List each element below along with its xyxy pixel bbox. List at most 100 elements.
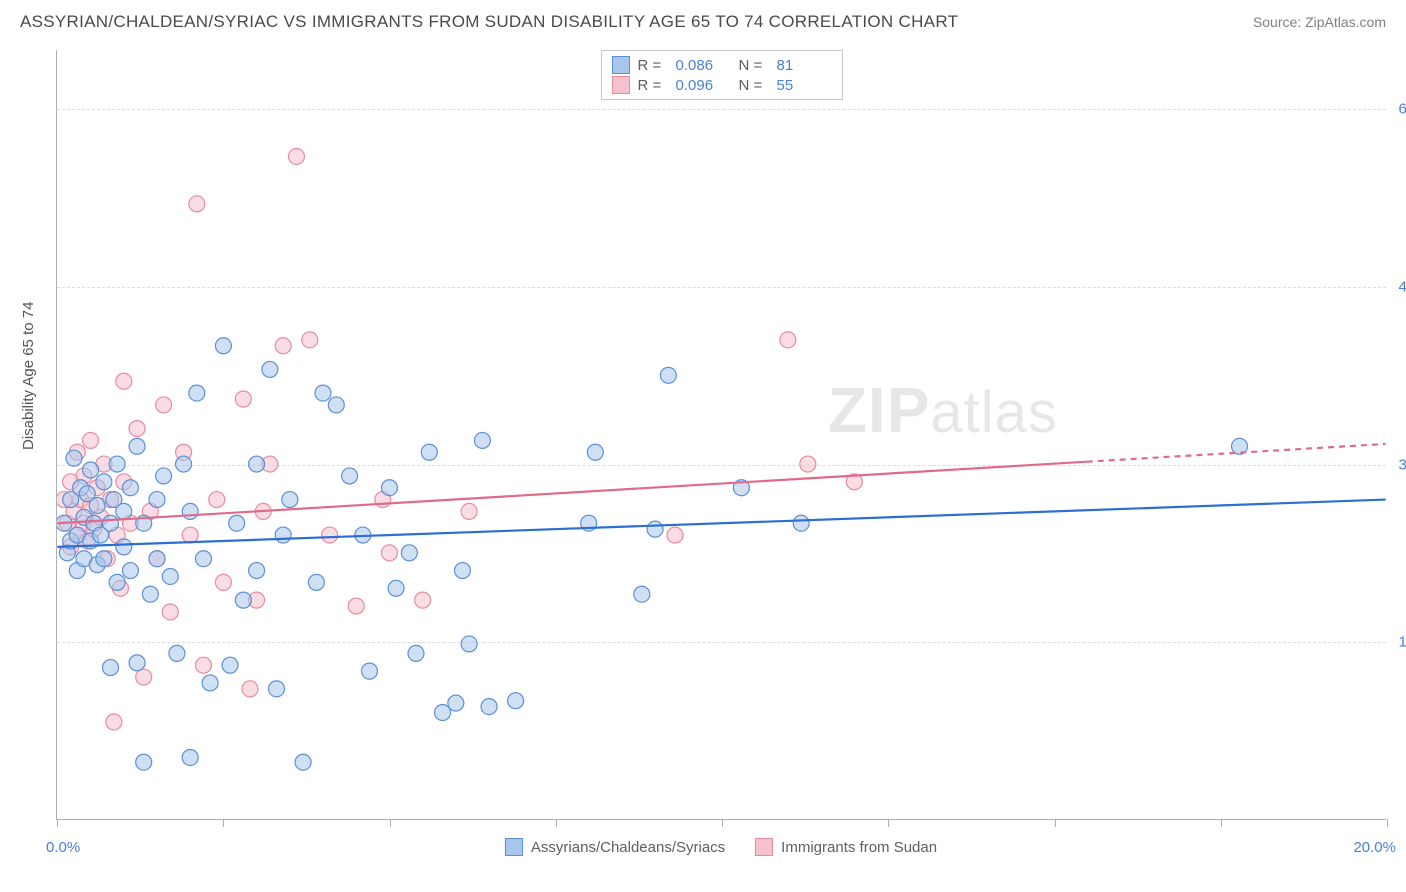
series-legend: Assyrians/Chaldeans/Syriacs Immigrants f…: [505, 838, 937, 856]
data-point: [448, 695, 464, 711]
plot-area: ZIPatlas R = 0.086 N = 81 R = 0.096 N = …: [56, 50, 1386, 820]
xtick: [1055, 819, 1056, 827]
xtick: [888, 819, 889, 827]
data-point: [322, 527, 338, 543]
data-point: [182, 503, 198, 519]
data-point: [647, 521, 663, 537]
data-point: [195, 551, 211, 567]
swatch-sudan-icon: [755, 838, 773, 856]
data-point: [315, 385, 331, 401]
data-point: [262, 361, 278, 377]
data-point: [308, 574, 324, 590]
data-point: [129, 421, 145, 437]
data-point: [83, 432, 99, 448]
xtick: [1221, 819, 1222, 827]
data-point: [136, 669, 152, 685]
swatch-sudan: [612, 76, 630, 94]
data-point: [156, 468, 172, 484]
data-point: [235, 592, 251, 608]
data-point: [122, 480, 138, 496]
data-point: [508, 693, 524, 709]
data-point: [793, 515, 809, 531]
chart-svg: [57, 50, 1386, 819]
data-point: [435, 705, 451, 721]
data-point: [302, 332, 318, 348]
data-point: [362, 663, 378, 679]
data-point: [295, 754, 311, 770]
data-point: [481, 699, 497, 715]
data-point: [454, 563, 470, 579]
data-point: [149, 492, 165, 508]
data-point: [275, 338, 291, 354]
data-point: [381, 545, 397, 561]
data-point: [162, 568, 178, 584]
chart-source: Source: ZipAtlas.com: [1253, 14, 1386, 30]
data-point: [169, 645, 185, 661]
xtick: [556, 819, 557, 827]
data-point: [282, 492, 298, 508]
data-point: [109, 574, 125, 590]
data-point: [401, 545, 417, 561]
data-point: [461, 636, 477, 652]
xtick: [390, 819, 391, 827]
xtick: [57, 819, 58, 827]
data-point: [106, 714, 122, 730]
data-point: [66, 450, 82, 466]
data-point: [249, 563, 265, 579]
xtick: [1387, 819, 1388, 827]
data-point: [116, 503, 132, 519]
legend-item-sudan: Immigrants from Sudan: [755, 838, 937, 856]
data-point: [667, 527, 683, 543]
data-point: [215, 574, 231, 590]
data-point: [149, 551, 165, 567]
ytick-label: 45.0%: [1398, 278, 1406, 295]
data-point: [660, 367, 676, 383]
data-point: [182, 527, 198, 543]
data-point: [116, 373, 132, 389]
data-point: [83, 462, 99, 478]
data-point: [342, 468, 358, 484]
data-point: [421, 444, 437, 460]
data-point: [229, 515, 245, 531]
x-end-label: 20.0%: [1353, 839, 1396, 856]
data-point: [96, 474, 112, 490]
data-point: [474, 432, 490, 448]
data-point: [249, 456, 265, 472]
data-point: [129, 438, 145, 454]
data-point: [275, 527, 291, 543]
data-point: [202, 675, 218, 691]
xtick: [722, 819, 723, 827]
data-point: [89, 497, 105, 513]
data-point: [461, 503, 477, 519]
data-point: [116, 539, 132, 555]
data-point: [142, 586, 158, 602]
ytick-label: 15.0%: [1398, 634, 1406, 651]
data-point: [215, 338, 231, 354]
data-point: [189, 385, 205, 401]
ytick-label: 30.0%: [1398, 456, 1406, 473]
data-point: [415, 592, 431, 608]
plot-container: ZIPatlas R = 0.086 N = 81 R = 0.096 N = …: [56, 50, 1386, 820]
swatch-assyrians-icon: [505, 838, 523, 856]
data-point: [348, 598, 364, 614]
chart-title: ASSYRIAN/CHALDEAN/SYRIAC VS IMMIGRANTS F…: [20, 12, 958, 32]
xtick: [223, 819, 224, 827]
data-point: [288, 148, 304, 164]
swatch-assyrians: [612, 56, 630, 74]
data-point: [103, 515, 119, 531]
data-point: [209, 492, 225, 508]
data-point: [242, 681, 258, 697]
data-point: [136, 754, 152, 770]
chart-header: ASSYRIAN/CHALDEAN/SYRIAC VS IMMIGRANTS F…: [0, 0, 1406, 42]
data-point: [328, 397, 344, 413]
data-point: [587, 444, 603, 460]
data-point: [96, 551, 112, 567]
data-point: [162, 604, 178, 620]
data-point: [408, 645, 424, 661]
ytick-label: 60.0%: [1398, 101, 1406, 118]
data-point: [800, 456, 816, 472]
x-start-label: 0.0%: [46, 839, 80, 856]
data-point: [189, 196, 205, 212]
data-point: [388, 580, 404, 596]
data-point: [222, 657, 238, 673]
